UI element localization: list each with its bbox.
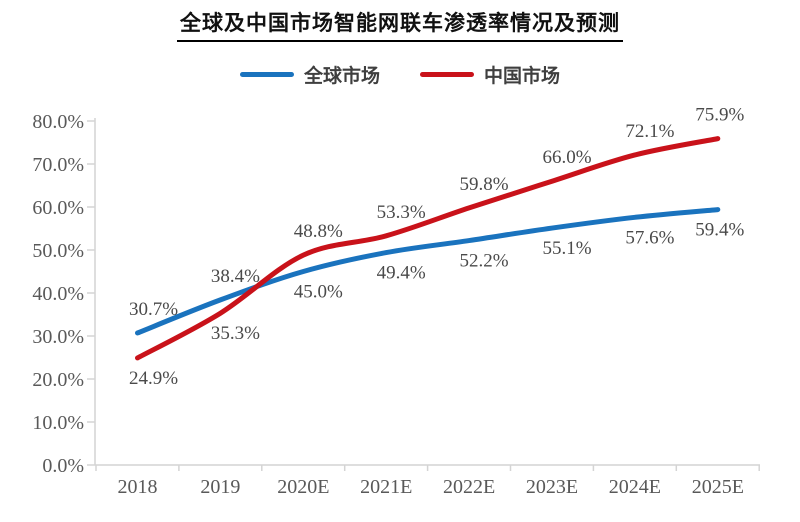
data-label: 57.6% xyxy=(625,227,674,248)
data-label: 53.3% xyxy=(377,202,426,223)
legend-label-global-market: 全球市场 xyxy=(303,66,380,87)
data-label: 48.8% xyxy=(294,221,343,242)
x-tick-labels: 2018 2019 2020E 2021E 2022E 2023E 2024E 2025E xyxy=(95,465,760,498)
x-tick-label: 2019 xyxy=(200,476,240,498)
series-data-labels-0: 30.7% 38.4% 45.0% 49.4% 52.2% 55.1% 57.6% 59.4% xyxy=(129,220,745,320)
data-label: 52.2% xyxy=(460,251,509,272)
series-line-1 xyxy=(135,136,721,361)
y-tick-label: 0.0% xyxy=(42,455,84,477)
y-tick-label: 50.0% xyxy=(32,240,84,262)
legend-swatch-china-market xyxy=(420,72,474,77)
x-tick-label: 2020E xyxy=(277,476,329,498)
x-tick-label: 2021E xyxy=(360,476,412,498)
data-label: 49.4% xyxy=(377,263,426,284)
y-tick-label: 60.0% xyxy=(32,197,84,219)
y-tick-label: 10.0% xyxy=(32,412,84,434)
legend-swatch-global-market xyxy=(239,72,294,77)
legend-label-china-market: 中国市场 xyxy=(484,66,561,87)
legend-item-global-market: 全球市场 xyxy=(239,61,380,88)
data-label: 72.1% xyxy=(625,121,674,142)
x-tick-label: 2022E xyxy=(443,476,495,498)
series-line-0 xyxy=(135,207,721,336)
legend-item-china-market: 中国市场 xyxy=(420,61,560,88)
series-path-1 xyxy=(135,136,721,361)
data-label: 66.0% xyxy=(542,147,591,168)
data-label: 75.9% xyxy=(695,105,744,126)
y-tick-label: 40.0% xyxy=(32,283,84,305)
data-label: 38.4% xyxy=(211,266,260,287)
y-tick-label: 70.0% xyxy=(32,154,84,176)
x-tick-label: 2018 xyxy=(118,476,158,498)
axes xyxy=(94,118,760,466)
y-tick-label: 20.0% xyxy=(32,369,84,391)
data-label: 45.0% xyxy=(294,282,343,303)
x-tick-label: 2024E xyxy=(609,476,661,498)
data-label: 30.7% xyxy=(129,299,178,320)
x-tick-label: 2023E xyxy=(526,476,578,498)
title-row: 全球及中国市场智能网联车渗透率情况及预测 xyxy=(0,7,800,42)
chart-title: 全球及中国市场智能网联车渗透率情况及预测 xyxy=(177,7,623,42)
x-tick-label: 2025E xyxy=(692,476,744,498)
y-tick-labels: 0.0% 10.0% 20.0% 30.0% 40.0% 50.0% 60.0% 70.0% 8… xyxy=(32,111,95,477)
data-label: 59.8% xyxy=(460,174,509,195)
series-data-labels-1: 24.9% 35.3% 48.8% 53.3% 59.8% 66.0% 72.1% 75.9% xyxy=(129,105,745,389)
chart-legend: 全球市场 中国市场 xyxy=(0,61,800,88)
data-label: 55.1% xyxy=(542,238,591,259)
y-tick-label: 80.0% xyxy=(32,111,84,133)
y-tick-label: 30.0% xyxy=(32,326,84,348)
data-label: 59.4% xyxy=(695,220,744,241)
data-label: 35.3% xyxy=(211,323,260,344)
data-label: 24.9% xyxy=(129,368,178,389)
series-path-0 xyxy=(135,207,721,336)
